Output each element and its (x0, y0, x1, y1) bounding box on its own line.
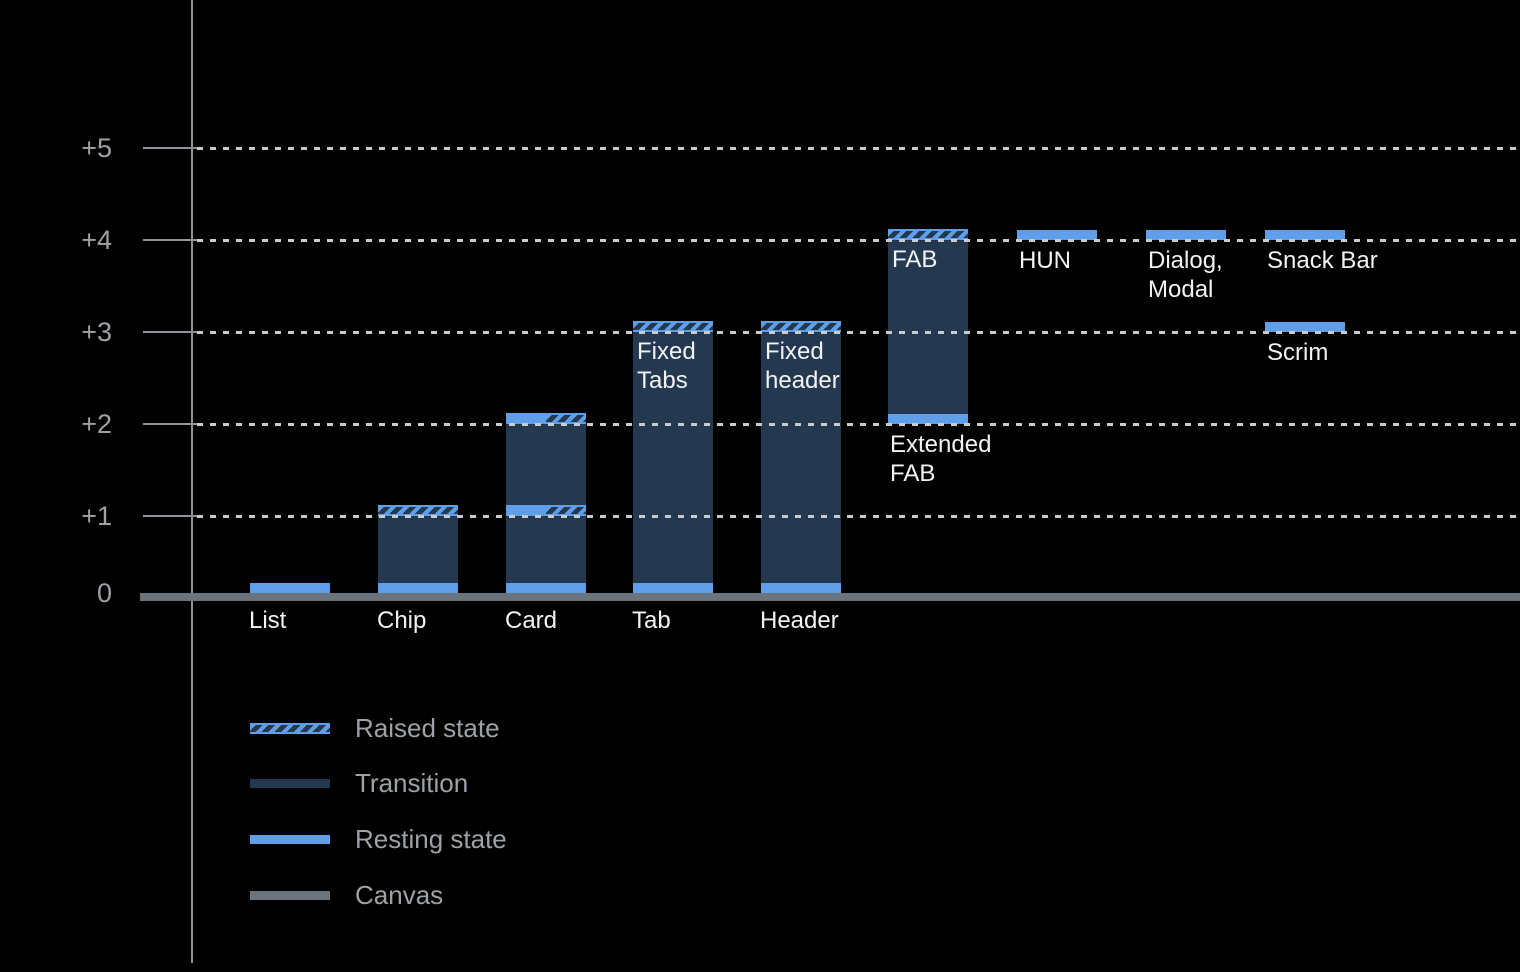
y-axis-tick-label: +4 (81, 225, 112, 255)
axis-tick (143, 423, 199, 425)
category-label-card: Card (505, 607, 558, 634)
segment-transition-card (506, 424, 586, 505)
transition-swatch (250, 778, 330, 788)
y-axis-tick-label: +5 (81, 133, 112, 163)
split-resting-half (506, 413, 546, 424)
canvas-baseline (140, 593, 1520, 601)
category-label-list: List (249, 607, 287, 634)
segment-resting-hun (1017, 230, 1097, 240)
y-axis-line (191, 0, 193, 963)
legend-item-canvas: Canvas (250, 878, 443, 912)
y-axis-tick-label: +2 (81, 409, 112, 439)
legend-label-canvas: Canvas (355, 879, 444, 910)
segment-resting-card (506, 583, 586, 593)
segment-resting-dialog-modal (1146, 230, 1226, 240)
gridline (197, 423, 1520, 426)
raised-state-swatch (250, 722, 330, 734)
segment-resting-snack-bar (1265, 230, 1345, 240)
axis-tick (143, 147, 199, 149)
legend-item-resting-state: Resting state (250, 822, 507, 856)
segment-resting-list (250, 583, 330, 593)
segment-resting-chip (378, 583, 458, 593)
below-label-dialog-modal: Dialog, Modal (1148, 247, 1223, 303)
below-label-hun: HUN (1019, 247, 1071, 274)
category-label-tab: Tab (632, 607, 671, 634)
below-label-scrim: Scrim (1267, 339, 1329, 366)
inner-label-header: Fixed header (765, 338, 840, 394)
legend-label-resting-state: Resting state (355, 823, 507, 854)
gridline (197, 331, 1520, 334)
below-label-extended-fab: Extended FAB (890, 431, 992, 487)
segment-transition-card (506, 516, 586, 583)
gridline (197, 239, 1520, 242)
below-label-snack-bar: Snack Bar (1267, 247, 1378, 274)
legend-label-raised-state: Raised state (355, 712, 500, 743)
legend-item-raised-state: Raised state (250, 711, 500, 745)
split-resting-half (506, 505, 546, 516)
axis-tick (143, 239, 199, 241)
axis-tick (143, 515, 199, 517)
segment-resting-tab (633, 583, 713, 593)
segment-transition-extended-fab (888, 240, 968, 414)
legend-item-transition: Transition (250, 766, 468, 800)
segment-resting-scrim (1265, 322, 1345, 332)
resting-state-swatch (250, 834, 330, 844)
y-axis-tick-label: 0 (96, 578, 112, 608)
segment-resting-header (761, 583, 841, 593)
segment-transition-chip (378, 516, 458, 583)
legend-label-transition: Transition (355, 767, 469, 798)
canvas-swatch (250, 890, 330, 900)
category-label-chip: Chip (377, 607, 427, 634)
category-label-header: Header (760, 607, 839, 634)
gridline (197, 147, 1520, 150)
segment-transition-tab (633, 332, 713, 583)
y-axis-tick-label: +3 (81, 317, 112, 347)
inner-label-tab: Fixed Tabs (637, 338, 696, 394)
segment-resting-extended-fab (888, 414, 968, 424)
segment-transition-header (761, 332, 841, 583)
y-axis-tick-label: +1 (81, 501, 112, 531)
axis-tick (143, 331, 199, 333)
inner-label-extended-fab: FAB (892, 246, 938, 273)
gridline (197, 515, 1520, 518)
